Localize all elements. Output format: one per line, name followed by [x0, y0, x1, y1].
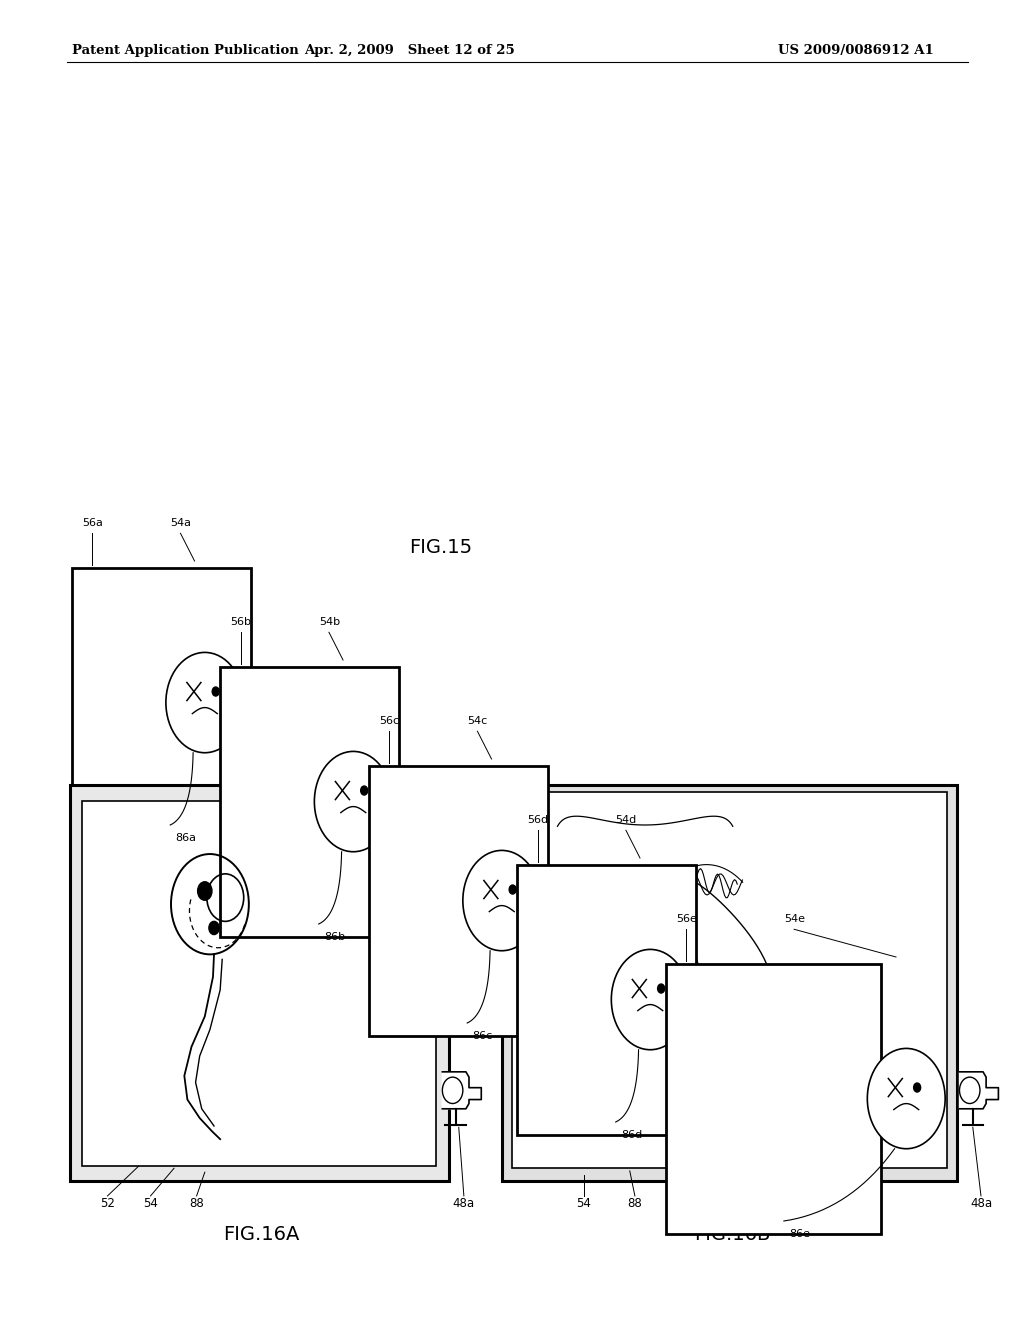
Circle shape: [212, 686, 219, 696]
Text: 52: 52: [100, 1197, 115, 1210]
Text: FIG.16A: FIG.16A: [223, 1225, 299, 1243]
Text: 54d: 54d: [615, 814, 637, 825]
Circle shape: [913, 1082, 921, 1092]
Text: FIG.15: FIG.15: [409, 539, 472, 557]
Bar: [70, 785, 449, 1181]
Circle shape: [314, 751, 392, 851]
Text: FIG.16B: FIG.16B: [694, 1225, 770, 1243]
Text: 48a: 48a: [970, 1197, 992, 1210]
Bar: [369, 766, 548, 1036]
Bar: [666, 964, 881, 1234]
Text: 48a: 48a: [453, 1197, 475, 1210]
Polygon shape: [959, 1072, 998, 1109]
Text: 86d: 86d: [621, 1130, 642, 1140]
Text: 88: 88: [189, 1197, 204, 1210]
Circle shape: [509, 884, 516, 894]
Text: 56c: 56c: [379, 715, 399, 726]
Text: 54: 54: [143, 1197, 158, 1210]
Text: US 2009/0086912 A1: US 2009/0086912 A1: [778, 44, 934, 57]
Text: 86b: 86b: [324, 932, 345, 942]
Text: 54b: 54b: [318, 616, 340, 627]
Circle shape: [198, 882, 212, 900]
Bar: [502, 785, 957, 1181]
Bar: [517, 865, 696, 1135]
Text: Apr. 2, 2009   Sheet 12 of 25: Apr. 2, 2009 Sheet 12 of 25: [304, 44, 515, 57]
Circle shape: [611, 949, 689, 1049]
Bar: [82, 801, 436, 1166]
Text: 56a: 56a: [82, 517, 102, 528]
Text: 56d: 56d: [527, 814, 549, 825]
Circle shape: [657, 983, 665, 993]
Text: 54e: 54e: [784, 913, 805, 924]
Bar: [512, 792, 947, 1168]
Text: 86e: 86e: [790, 1229, 810, 1239]
Bar: [72, 568, 251, 838]
Circle shape: [360, 785, 368, 795]
Circle shape: [463, 850, 541, 950]
Text: 54a: 54a: [170, 517, 191, 528]
Circle shape: [867, 1048, 945, 1148]
Text: 88: 88: [628, 1197, 642, 1210]
Text: 54c: 54c: [467, 715, 487, 726]
Text: 86c: 86c: [472, 1031, 493, 1041]
Text: 86a: 86a: [175, 833, 197, 843]
Text: 56e: 56e: [676, 913, 696, 924]
Text: 56b: 56b: [230, 616, 252, 627]
Circle shape: [209, 921, 219, 935]
Bar: [220, 667, 399, 937]
Polygon shape: [442, 1072, 481, 1109]
Text: Patent Application Publication: Patent Application Publication: [72, 44, 298, 57]
Circle shape: [166, 652, 244, 752]
Text: 54: 54: [577, 1197, 591, 1210]
